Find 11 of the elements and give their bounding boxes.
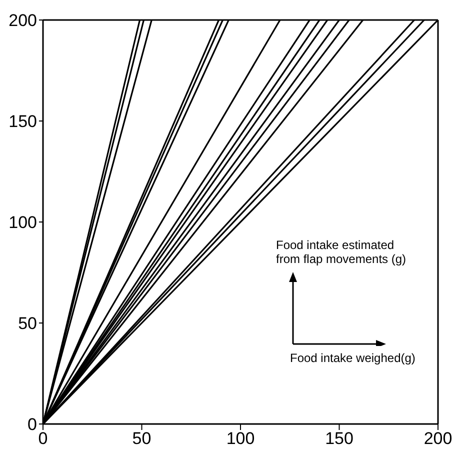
annotation: Food intake weighed(g) [290, 351, 416, 365]
x-tick-label: 100 [226, 429, 255, 448]
y-tick-label: 50 [18, 314, 37, 334]
x-tick-label: 50 [132, 429, 152, 448]
y-tick-label: 200 [8, 11, 37, 30]
annotation: Food intake estimated from flap movements (g) [276, 238, 406, 266]
y-tick-label: 0 [28, 415, 37, 434]
x-tick-label: 150 [325, 429, 354, 448]
x-tick-label: 200 [424, 429, 452, 448]
y-tick-label: 100 [8, 213, 37, 232]
y-tick-label: 150 [8, 112, 37, 132]
